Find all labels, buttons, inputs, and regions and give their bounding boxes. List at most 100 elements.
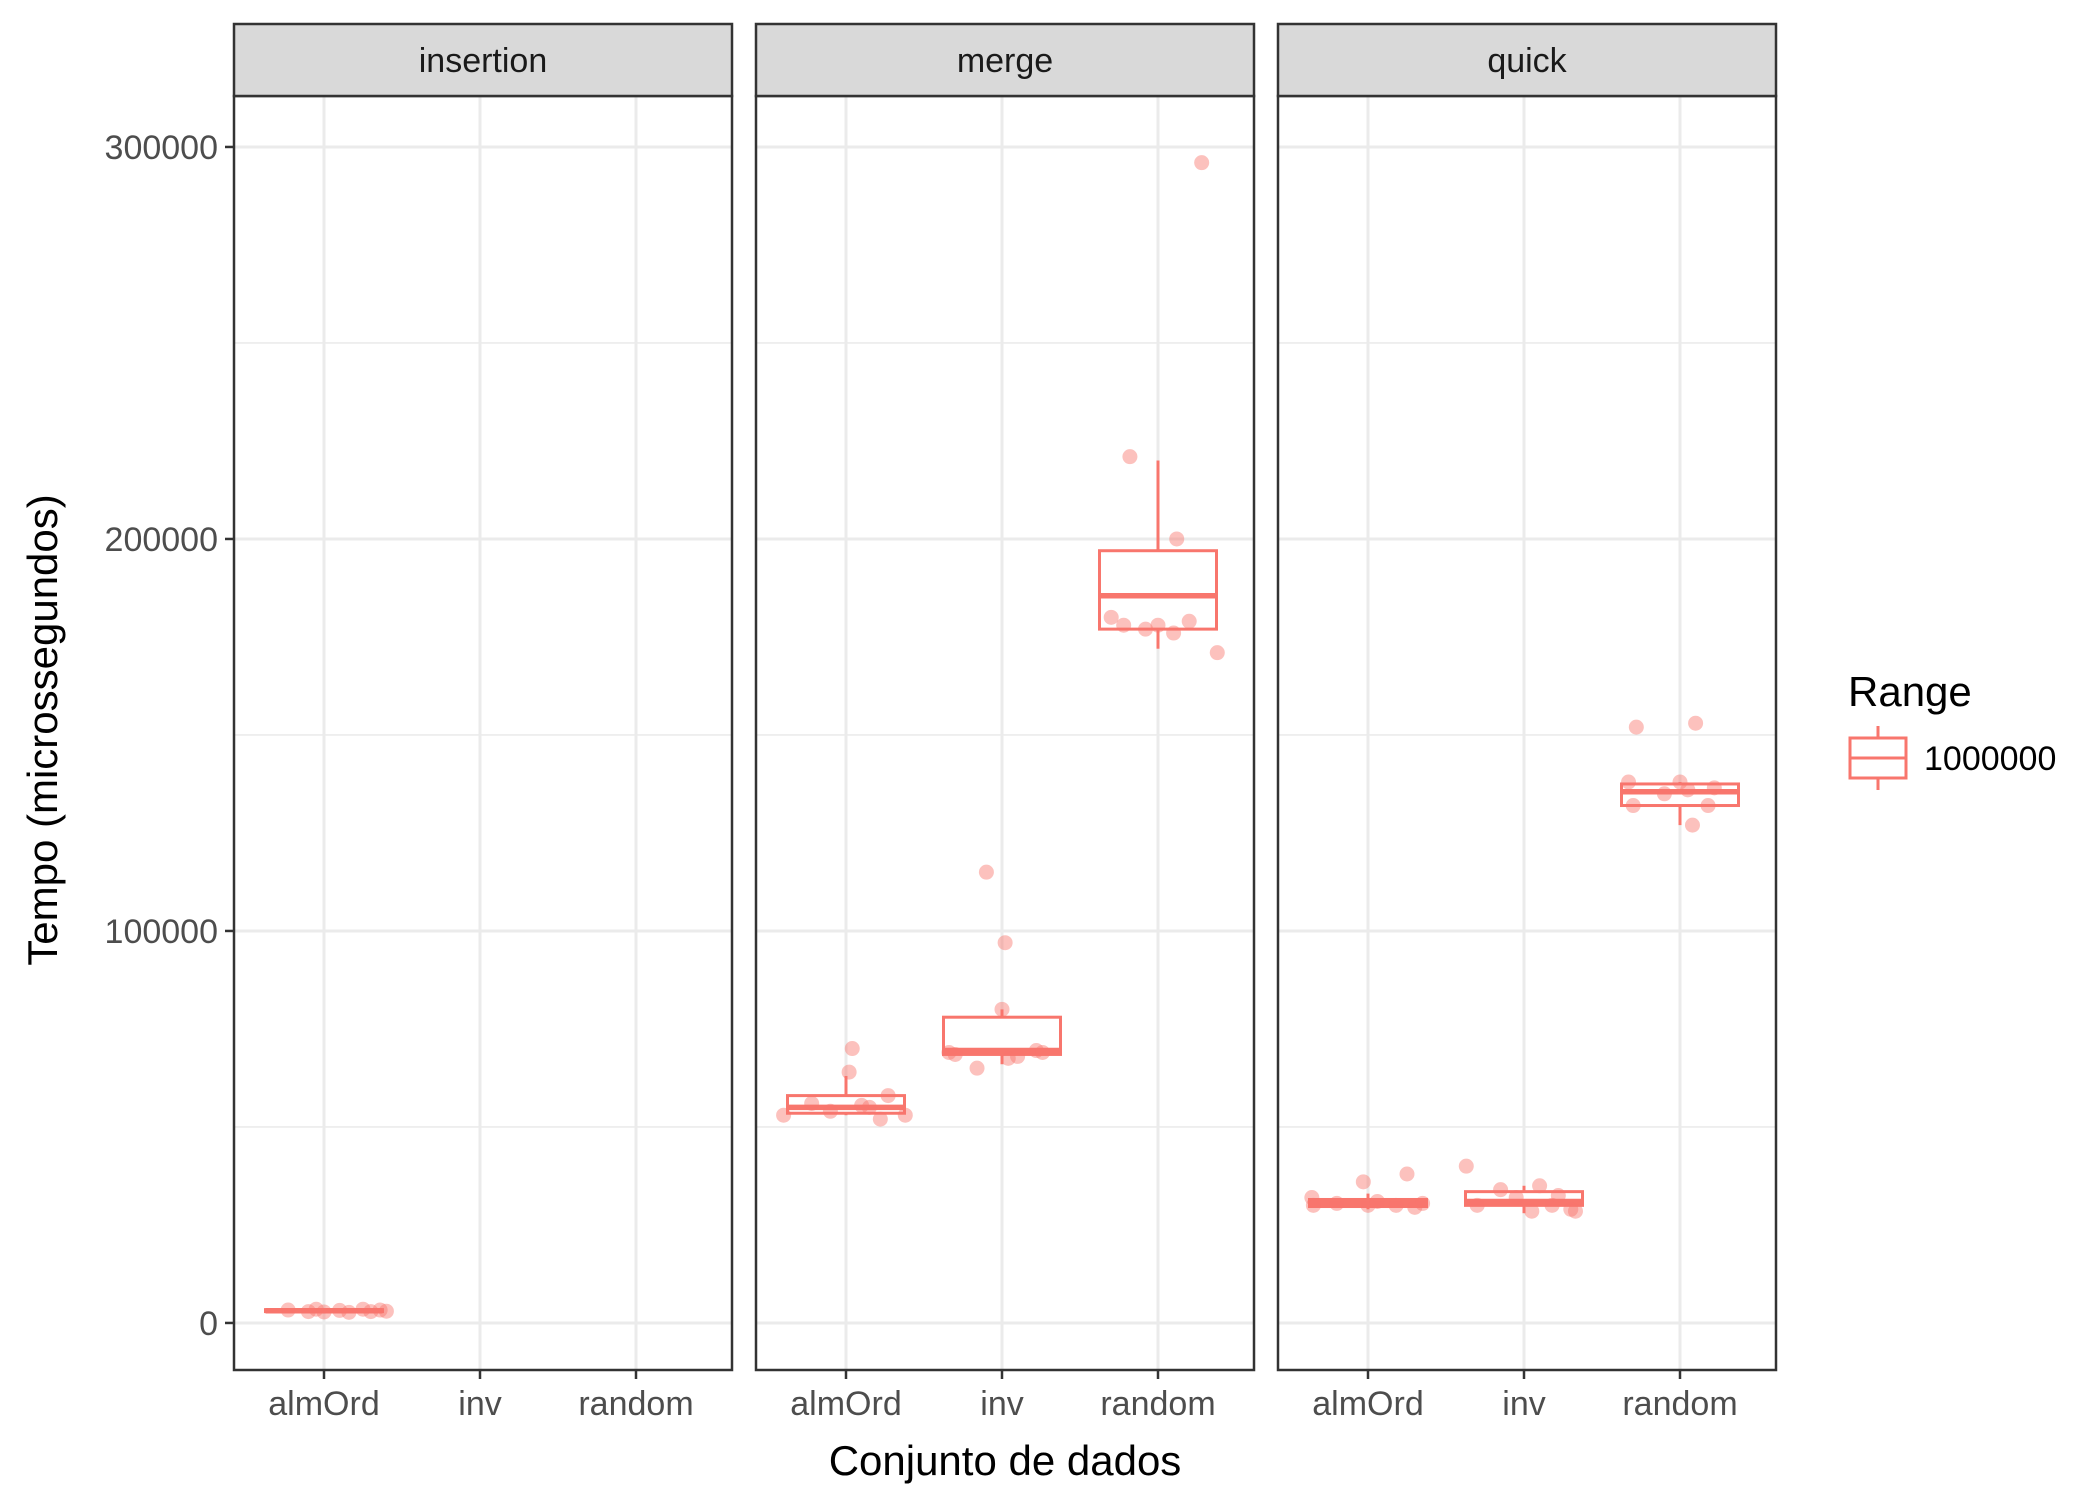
panel-background bbox=[234, 96, 732, 1370]
data-point bbox=[872, 1111, 888, 1127]
data-point bbox=[1360, 1197, 1376, 1213]
data-point bbox=[1304, 1190, 1320, 1206]
panels: insertion almOrd inv random merge almOrd inv ra… bbox=[232, 22, 1778, 1423]
data-point bbox=[1700, 798, 1716, 814]
data-point bbox=[1625, 798, 1641, 814]
data-point bbox=[1621, 774, 1637, 790]
data-point bbox=[341, 1304, 357, 1320]
x-tick-label: inv bbox=[458, 1385, 501, 1423]
data-point bbox=[1000, 1050, 1016, 1066]
data-point bbox=[1369, 1193, 1385, 1209]
legend-items: 1000000 bbox=[1848, 726, 2056, 790]
data-point bbox=[841, 1064, 857, 1080]
data-point bbox=[1028, 1043, 1044, 1059]
x-tick-label: almOrd bbox=[268, 1385, 379, 1423]
strip-background bbox=[1276, 22, 1778, 98]
data-point bbox=[1305, 1197, 1321, 1213]
data-point bbox=[1550, 1188, 1566, 1204]
data-point bbox=[947, 1046, 963, 1062]
x-tick-label: random bbox=[1100, 1385, 1215, 1423]
box-quick-almOrd bbox=[1304, 1166, 1431, 1215]
x-tick-label: random bbox=[1622, 1385, 1737, 1423]
data-point bbox=[1035, 1044, 1051, 1060]
box-quick-inv bbox=[1458, 1158, 1584, 1219]
y-tick-label: 300000 bbox=[105, 129, 218, 167]
data-point bbox=[1672, 774, 1688, 790]
data-point bbox=[854, 1097, 870, 1113]
box-quick-random bbox=[1620, 715, 1740, 833]
x-tick-label: almOrd bbox=[1312, 1385, 1423, 1423]
data-point bbox=[1688, 715, 1704, 731]
data-point bbox=[1181, 613, 1197, 629]
data-point bbox=[372, 1302, 388, 1318]
box-merge-almOrd bbox=[776, 1041, 913, 1127]
data-point bbox=[1138, 621, 1154, 637]
data-point bbox=[1399, 1166, 1415, 1182]
data-point bbox=[1194, 155, 1210, 171]
panel-background bbox=[1278, 96, 1776, 1370]
y-axis-title: Tempo (microssegundos) bbox=[19, 494, 66, 966]
data-point bbox=[1103, 609, 1119, 625]
data-point bbox=[308, 1301, 324, 1317]
data-point bbox=[332, 1302, 348, 1318]
data-point bbox=[804, 1095, 820, 1111]
data-point bbox=[1563, 1201, 1579, 1217]
data-point bbox=[1532, 1178, 1548, 1194]
data-point bbox=[978, 864, 994, 880]
x-tick-label: inv bbox=[1502, 1385, 1545, 1423]
data-point bbox=[1150, 617, 1166, 633]
data-point bbox=[1166, 625, 1182, 641]
panel-background bbox=[756, 96, 1254, 1370]
data-point bbox=[1684, 817, 1700, 833]
data-point bbox=[300, 1304, 316, 1320]
data-point bbox=[1628, 719, 1644, 735]
y-tick-label: 100000 bbox=[105, 913, 218, 951]
strip-label: insertion bbox=[419, 42, 548, 80]
data-point bbox=[1116, 617, 1132, 633]
data-point bbox=[1122, 449, 1138, 465]
legend-title: Range bbox=[1848, 668, 1972, 715]
legend-entry: 1000000 bbox=[1848, 726, 2056, 790]
data-point bbox=[1169, 531, 1185, 547]
strip-background bbox=[754, 22, 1256, 98]
data-point bbox=[355, 1301, 371, 1317]
box-insertion-almOrd bbox=[264, 1301, 394, 1320]
data-point bbox=[1010, 1048, 1026, 1064]
data-point bbox=[1656, 786, 1672, 802]
x-tick-label: almOrd bbox=[790, 1385, 901, 1423]
data-point bbox=[1544, 1197, 1560, 1213]
panel-insertion: insertion almOrd inv random bbox=[232, 22, 734, 1423]
legend: Range 1000000 bbox=[1848, 668, 2056, 790]
data-point bbox=[1458, 1158, 1474, 1174]
data-point bbox=[1469, 1197, 1485, 1213]
data-point bbox=[1508, 1190, 1524, 1206]
panel-quick: quick almOrd inv random bbox=[1276, 22, 1778, 1423]
data-point bbox=[1706, 780, 1722, 796]
x-tick-label: random bbox=[578, 1385, 693, 1423]
data-point bbox=[1388, 1197, 1404, 1213]
data-point bbox=[1407, 1199, 1423, 1215]
box-body bbox=[1098, 549, 1218, 631]
data-point bbox=[844, 1041, 860, 1057]
data-point bbox=[880, 1088, 896, 1104]
data-point bbox=[1524, 1203, 1540, 1219]
data-point bbox=[280, 1302, 296, 1318]
box-merge-inv bbox=[941, 864, 1062, 1076]
data-point bbox=[1415, 1195, 1431, 1211]
y-axis: 0 100000 200000 300000 bbox=[105, 129, 234, 1343]
data-point bbox=[994, 1001, 1010, 1017]
y-tick-label: 0 bbox=[199, 1305, 218, 1343]
box-merge-random bbox=[1098, 155, 1225, 661]
data-point bbox=[861, 1099, 877, 1115]
data-point bbox=[941, 1044, 957, 1060]
data-point bbox=[776, 1107, 792, 1123]
data-point bbox=[1355, 1174, 1371, 1190]
x-tick-label: inv bbox=[980, 1385, 1023, 1423]
data-point bbox=[1680, 782, 1696, 798]
data-point bbox=[363, 1304, 379, 1320]
data-point bbox=[997, 935, 1013, 951]
y-tick-label: 200000 bbox=[105, 521, 218, 559]
data-point bbox=[1567, 1203, 1583, 1219]
data-point bbox=[316, 1304, 332, 1320]
